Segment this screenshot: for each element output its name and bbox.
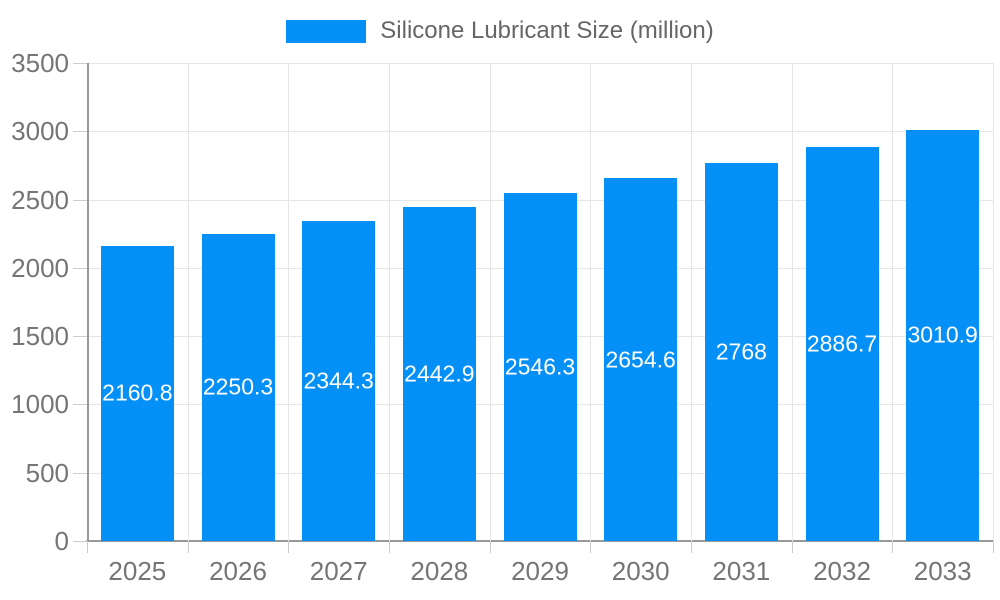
- bar-value-label: 2654.6: [605, 346, 676, 373]
- bar-value-label: 2442.9: [404, 360, 475, 387]
- y-axis-line: [87, 63, 89, 541]
- x-tick-mark: [288, 541, 290, 553]
- y-tick-label: 500: [25, 457, 69, 488]
- y-axis-labels: 0 500 1000 1500 2000 2500 3000 3500: [0, 0, 69, 600]
- legend-label: Silicone Lubricant Size (million): [380, 17, 714, 44]
- bar[interactable]: [201, 233, 275, 541]
- bar[interactable]: [805, 146, 879, 541]
- gridline-horizontal: [87, 131, 993, 133]
- bar-value-label: 2886.7: [806, 330, 878, 357]
- bar-value-label: 2344.3: [303, 367, 374, 394]
- y-tick-mark: [73, 336, 87, 338]
- y-tick-mark: [73, 267, 87, 269]
- legend[interactable]: Silicone Lubricant Size (million): [0, 17, 1000, 45]
- x-tick-label: 2027: [309, 556, 368, 586]
- y-tick-label: 3500: [11, 48, 69, 78]
- y-tick-mark: [73, 63, 87, 64]
- bar-value-label: 2250.3: [202, 373, 274, 400]
- legend-swatch-icon: [286, 19, 367, 43]
- x-tick-mark: [87, 541, 88, 553]
- y-tick-label: 2000: [11, 252, 69, 283]
- x-tick-label: 2032: [813, 556, 871, 586]
- x-tick-label: 2033: [913, 556, 972, 586]
- x-tick-mark: [489, 541, 491, 553]
- y-tick-mark: [73, 472, 87, 474]
- bar-value-label: 3010.9: [907, 321, 978, 348]
- bar[interactable]: [302, 220, 376, 541]
- gridline-horizontal: [87, 63, 993, 64]
- bar[interactable]: [402, 207, 476, 541]
- x-tick-mark: [691, 541, 692, 553]
- y-tick-label: 1000: [11, 389, 69, 420]
- x-tick-label: 2028: [410, 556, 469, 586]
- bar[interactable]: [503, 193, 577, 541]
- y-tick-label: 2500: [11, 184, 69, 215]
- x-tick-mark: [389, 541, 390, 553]
- gridline-vertical: [590, 63, 592, 541]
- y-tick-mark: [73, 541, 87, 542]
- bar-value-label: 2160.8: [102, 379, 173, 406]
- x-tick-mark: [590, 541, 592, 553]
- y-tick-mark: [73, 131, 87, 133]
- gridline-vertical: [288, 63, 290, 541]
- bar[interactable]: [604, 178, 678, 541]
- x-tick-mark: [993, 541, 994, 553]
- bar-value-label: 2768: [715, 338, 767, 365]
- x-tick-label: 2030: [611, 556, 670, 586]
- y-tick-label: 3000: [11, 116, 69, 147]
- gridline-vertical: [389, 63, 390, 541]
- gridline-vertical: [187, 63, 189, 541]
- y-tick-label: 1500: [11, 321, 69, 352]
- gridline-vertical: [993, 63, 994, 541]
- x-tick-mark: [187, 541, 189, 553]
- y-tick-mark: [73, 199, 87, 201]
- x-tick-label: 2026: [209, 556, 267, 586]
- x-axis-labels: 2025 2026 2027 2028 2029 2030 2031 2032 2033: [0, 556, 1000, 590]
- gridline-vertical: [691, 63, 692, 541]
- bar[interactable]: [906, 129, 980, 541]
- gridline-vertical: [489, 63, 491, 541]
- plot-area: 2160.8 2250.3 2344.3 2442.9 2546.3 2654.6 2768…: [73, 63, 994, 553]
- x-tick-mark: [791, 541, 793, 553]
- y-tick-mark: [73, 404, 87, 406]
- x-axis-line: [86, 540, 994, 542]
- x-tick-label: 2029: [511, 556, 569, 586]
- gridline-vertical: [791, 63, 793, 541]
- bar-value-label: 2546.3: [504, 353, 576, 380]
- x-tick-mark: [892, 541, 894, 553]
- x-tick-label: 2025: [108, 556, 167, 586]
- y-tick-label: 0: [54, 526, 69, 556]
- x-tick-label: 2031: [712, 556, 771, 586]
- gridline-vertical: [892, 63, 894, 541]
- bar[interactable]: [704, 162, 778, 541]
- bar[interactable]: [100, 245, 174, 541]
